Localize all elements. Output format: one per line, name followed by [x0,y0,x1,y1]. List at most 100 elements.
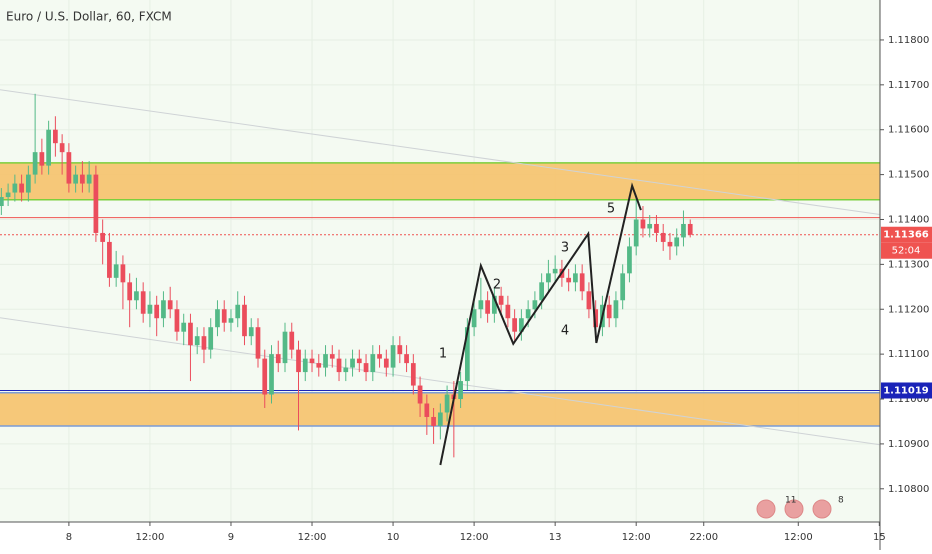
wave-label: 2 [493,278,501,293]
x-tick-label: 12:00 [136,532,165,543]
candle-body [329,354,335,359]
candle-body [59,143,65,153]
x-tick-label: 12:00 [298,532,327,543]
candle-body [647,223,653,229]
candle-body [269,354,274,395]
candle-body [26,174,31,193]
candle-body [593,309,599,328]
candle-body [46,129,51,166]
chart-title: Euro / U.S. Dollar, 60, FXCM [6,10,172,24]
price-label: 1.11019 [883,385,929,396]
wave-label: 1 [439,347,447,362]
candle-body [167,300,173,310]
y-tick-label: 1.11300 [888,259,929,270]
candle-body [336,358,342,373]
candle-body [397,345,403,355]
candle-body [667,241,673,247]
candle-body [640,219,646,229]
candle-body [100,232,106,242]
countdown-box [881,242,932,259]
candle-body [53,129,58,144]
candle-body [248,327,254,337]
x-tick-label: 22:00 [689,532,718,543]
candle-body [512,318,517,332]
candle-body [363,363,369,373]
candle-body [627,246,632,274]
candle-body [464,327,470,382]
candle-body [242,304,247,337]
candle-body [255,327,261,359]
candle-body [140,291,146,314]
candle-body [539,282,545,301]
x-tick-label: 12:00 [460,532,489,543]
candle-body [0,197,4,207]
candle-body [437,412,443,426]
candle-body [86,174,92,184]
candle-body [12,183,18,193]
candle-body [390,345,396,368]
candle-body [316,363,322,368]
candle-body [633,219,639,247]
candle-body [93,174,99,233]
candle-body [262,358,268,395]
y-tick-label: 1.11700 [888,80,929,91]
candle-body [356,358,362,364]
candle-body [235,304,241,319]
candle-body [134,291,139,301]
candle-body [19,183,24,193]
candle-body [174,309,180,332]
candle-body [350,358,355,368]
candle-body [687,223,693,235]
countdown: 52:04 [892,246,921,257]
candle-body [431,416,436,426]
candle-body [147,304,153,314]
candle-body [188,322,193,346]
badge-count: 8 [838,496,844,506]
wave-label: 4 [561,324,569,339]
candle-body [552,268,558,274]
y-tick-label: 1.11600 [888,125,929,136]
candle-body [681,223,686,238]
badge-icon [784,499,804,519]
candle-body [505,304,511,319]
candle-body [73,174,79,184]
wave-label: 5 [607,202,615,217]
x-tick-label: 10 [387,532,400,543]
candle-body [66,152,72,184]
candle-body [471,309,477,328]
candle-body [161,300,166,319]
candle-body [32,152,38,175]
wave-label: 3 [561,241,569,256]
x-tick-label: 9 [228,532,234,543]
candle-body [289,331,295,350]
x-tick-label: 15 [873,532,886,543]
candle-body [309,358,315,364]
badge-count: 11 [785,496,796,506]
candle-body [674,237,680,247]
candle-body [215,309,220,328]
y-tick-label: 1.11800 [888,35,929,46]
zone [0,162,880,200]
candle-body [613,300,619,319]
badges [756,499,832,519]
candle-body [485,300,490,314]
candle-body [620,273,626,301]
y-tick-label: 1.11100 [888,349,929,360]
candle-body [201,336,207,350]
candle-body [181,322,187,332]
x-tick-label: 12:00 [622,532,651,543]
trend-line [0,317,881,446]
candle-body [113,264,119,278]
price-label: 1.11366 [883,230,929,241]
x-tick-label: 13 [549,532,562,543]
time-axis-panel [0,522,880,550]
badge-icon [812,499,832,519]
candle-body [579,273,585,292]
candle-body [660,232,666,242]
candle-body [323,354,328,368]
candle-body [573,273,578,283]
candle-body [228,318,234,323]
candle-body [519,318,524,332]
candle-body [5,192,11,198]
y-tick-label: 1.11000 [888,394,929,405]
